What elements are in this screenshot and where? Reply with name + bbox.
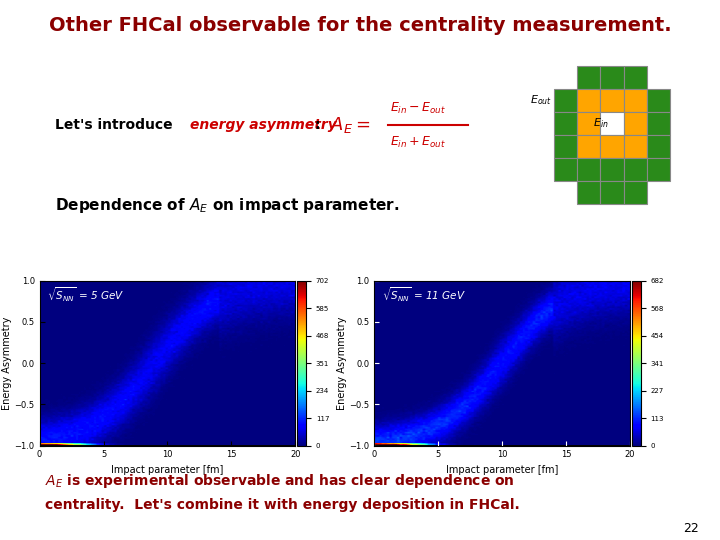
Bar	[647, 135, 670, 158]
Text: $E_{in}$: $E_{in}$	[593, 117, 609, 130]
Text: $\sqrt{S_{NN}}$ = 11 GeV: $\sqrt{S_{NN}}$ = 11 GeV	[382, 286, 466, 304]
Bar	[624, 135, 647, 158]
Bar	[577, 135, 600, 158]
Bar	[554, 112, 577, 135]
Bar	[577, 89, 600, 112]
Bar	[600, 112, 624, 135]
Bar	[647, 158, 670, 181]
Text: Dependence of $A_E$ on impact parameter.: Dependence of $A_E$ on impact parameter.	[55, 195, 400, 215]
Bar	[554, 158, 577, 181]
Text: $A_E$ is experimental observable and has clear dependence on
centrality.  Let's : $A_E$ is experimental observable and has…	[45, 472, 520, 512]
Text: $\mathit{E}_{in}-\mathit{E}_{out}$: $\mathit{E}_{in}-\mathit{E}_{out}$	[390, 100, 446, 116]
Bar	[647, 112, 670, 135]
X-axis label: Impact parameter [fm]: Impact parameter [fm]	[111, 465, 224, 475]
Bar	[624, 89, 647, 112]
Y-axis label: Energy Asymmetry: Energy Asymmetry	[2, 316, 12, 410]
Bar	[554, 135, 577, 158]
X-axis label: Impact parameter [fm]: Impact parameter [fm]	[446, 465, 559, 475]
Text: $\mathit{A}_{\mathit{E}}=$: $\mathit{A}_{\mathit{E}}=$	[330, 115, 370, 135]
Text: :: :	[315, 118, 320, 132]
Bar	[647, 89, 670, 112]
Bar	[600, 65, 624, 89]
Text: energy asymmetry: energy asymmetry	[190, 118, 337, 132]
Text: Let's introduce: Let's introduce	[55, 118, 178, 132]
Text: Other FHCal observable for the centrality measurement.: Other FHCal observable for the centralit…	[49, 16, 671, 35]
Bar	[577, 65, 600, 89]
Bar	[554, 89, 577, 112]
Bar	[600, 181, 624, 205]
Bar	[600, 89, 624, 112]
Bar	[624, 158, 647, 181]
Text: $E_{out}$: $E_{out}$	[530, 93, 552, 107]
Text: $\mathit{E}_{in}+\mathit{E}_{out}$: $\mathit{E}_{in}+\mathit{E}_{out}$	[390, 134, 446, 150]
Bar	[600, 135, 624, 158]
Bar	[577, 158, 600, 181]
Bar	[624, 181, 647, 205]
Bar	[624, 65, 647, 89]
Y-axis label: Energy Asymmetry: Energy Asymmetry	[337, 316, 346, 410]
Text: $\sqrt{S_{NN}}$ = 5 GeV: $\sqrt{S_{NN}}$ = 5 GeV	[48, 286, 125, 304]
Bar	[577, 112, 600, 135]
Bar	[624, 112, 647, 135]
Bar	[577, 181, 600, 205]
Text: 22: 22	[683, 522, 698, 535]
Bar	[600, 158, 624, 181]
